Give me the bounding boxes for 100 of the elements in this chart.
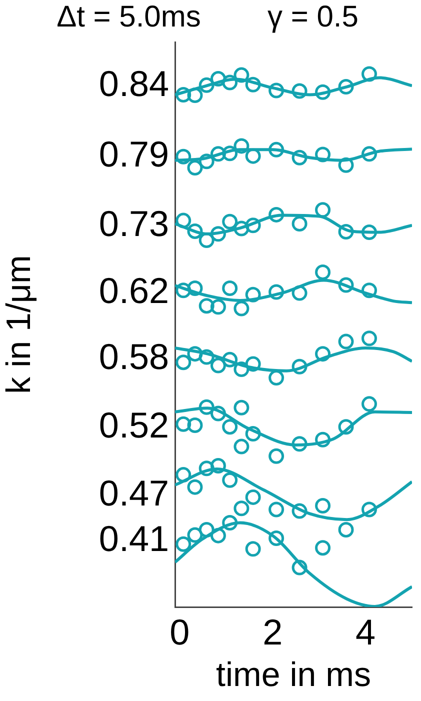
series-label: 0.58 — [98, 336, 169, 378]
point — [222, 419, 238, 435]
point — [338, 79, 354, 95]
point — [315, 202, 331, 218]
point — [176, 536, 192, 552]
point — [245, 356, 261, 372]
point — [176, 282, 192, 298]
point — [222, 280, 238, 296]
point — [210, 358, 226, 374]
point — [198, 522, 214, 538]
point — [210, 146, 226, 162]
series-label: 0.62 — [98, 270, 169, 311]
point — [187, 479, 203, 495]
point — [187, 417, 203, 433]
x-axis-title: time in ms — [216, 656, 371, 694]
point — [268, 284, 284, 300]
point — [210, 226, 226, 242]
point — [268, 370, 284, 386]
point — [198, 399, 214, 415]
point — [222, 146, 238, 162]
point — [268, 82, 284, 98]
point — [234, 400, 250, 416]
point — [222, 74, 238, 90]
point — [338, 157, 354, 173]
point — [176, 212, 192, 228]
point — [361, 282, 377, 298]
point — [292, 216, 308, 232]
point — [315, 432, 331, 448]
point — [245, 541, 261, 557]
point — [187, 346, 203, 362]
y-axis-title: k in 1/μm — [0, 255, 38, 394]
point — [361, 146, 377, 162]
point — [198, 154, 214, 170]
point — [245, 286, 261, 302]
point — [245, 76, 261, 92]
x-tick-label: 0 — [170, 612, 190, 653]
point — [268, 502, 284, 518]
point — [222, 472, 238, 488]
point — [210, 458, 226, 474]
point — [361, 396, 377, 412]
point — [210, 528, 226, 544]
point — [198, 77, 214, 93]
point — [176, 354, 192, 370]
point — [361, 502, 377, 518]
point — [315, 84, 331, 100]
series-label: 0.73 — [98, 203, 169, 244]
point — [210, 406, 226, 422]
point — [292, 560, 308, 576]
point — [268, 206, 284, 222]
point — [187, 160, 203, 176]
point — [234, 438, 250, 454]
point — [176, 467, 192, 483]
series-label: 0.52 — [98, 404, 169, 446]
point — [210, 299, 226, 315]
point — [338, 224, 354, 240]
point — [338, 277, 354, 293]
point — [234, 220, 250, 236]
point — [268, 448, 284, 464]
point — [315, 498, 331, 514]
x-tick-label: 4 — [356, 612, 376, 653]
point — [292, 150, 308, 166]
point — [245, 218, 261, 234]
point — [222, 515, 238, 531]
point — [245, 489, 261, 505]
point — [234, 138, 250, 154]
point — [292, 285, 308, 301]
point — [198, 349, 214, 365]
point — [315, 264, 331, 280]
series-label: 0.47 — [98, 472, 169, 514]
point — [187, 527, 203, 543]
point — [234, 362, 250, 378]
point — [268, 530, 284, 546]
point — [292, 358, 308, 374]
point — [315, 346, 331, 362]
point — [245, 426, 261, 442]
point — [292, 83, 308, 99]
series-label: 0.84 — [98, 62, 169, 104]
point — [315, 540, 331, 556]
point — [176, 148, 192, 164]
point — [245, 148, 261, 164]
chart-title: Δt = 5.0ms γ = 0.5 — [56, 0, 358, 34]
point — [361, 66, 377, 82]
point — [268, 142, 284, 158]
point — [338, 522, 354, 538]
point — [222, 214, 238, 230]
point — [338, 419, 354, 435]
point — [187, 88, 203, 104]
point — [198, 232, 214, 248]
point — [234, 500, 250, 516]
point — [361, 330, 377, 346]
series-label: 0.79 — [98, 133, 169, 174]
point — [338, 334, 354, 350]
point — [234, 67, 250, 83]
point — [187, 223, 203, 239]
point — [210, 71, 226, 87]
point — [315, 146, 331, 162]
point — [292, 503, 308, 519]
x-tick-label: 2 — [262, 612, 283, 653]
point — [198, 460, 214, 476]
point — [234, 300, 250, 316]
